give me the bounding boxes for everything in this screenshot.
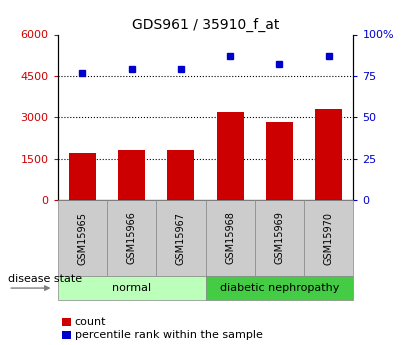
Text: GSM15968: GSM15968: [225, 211, 235, 265]
Title: GDS961 / 35910_f_at: GDS961 / 35910_f_at: [132, 18, 279, 32]
Text: GSM15965: GSM15965: [77, 211, 87, 265]
Text: disease state: disease state: [8, 275, 82, 284]
Text: normal: normal: [112, 283, 151, 293]
Text: diabetic nephropathy: diabetic nephropathy: [220, 283, 339, 293]
Bar: [217, 112, 244, 200]
Bar: [315, 109, 342, 200]
Text: GSM15966: GSM15966: [127, 211, 136, 265]
Text: GSM15969: GSM15969: [275, 211, 284, 265]
Bar: [167, 150, 194, 200]
Text: percentile rank within the sample: percentile rank within the sample: [75, 330, 263, 340]
Bar: [69, 153, 96, 200]
Text: GSM15970: GSM15970: [324, 211, 334, 265]
Text: count: count: [75, 317, 106, 327]
Text: GSM15967: GSM15967: [176, 211, 186, 265]
Bar: [266, 122, 293, 200]
Bar: [118, 150, 145, 200]
